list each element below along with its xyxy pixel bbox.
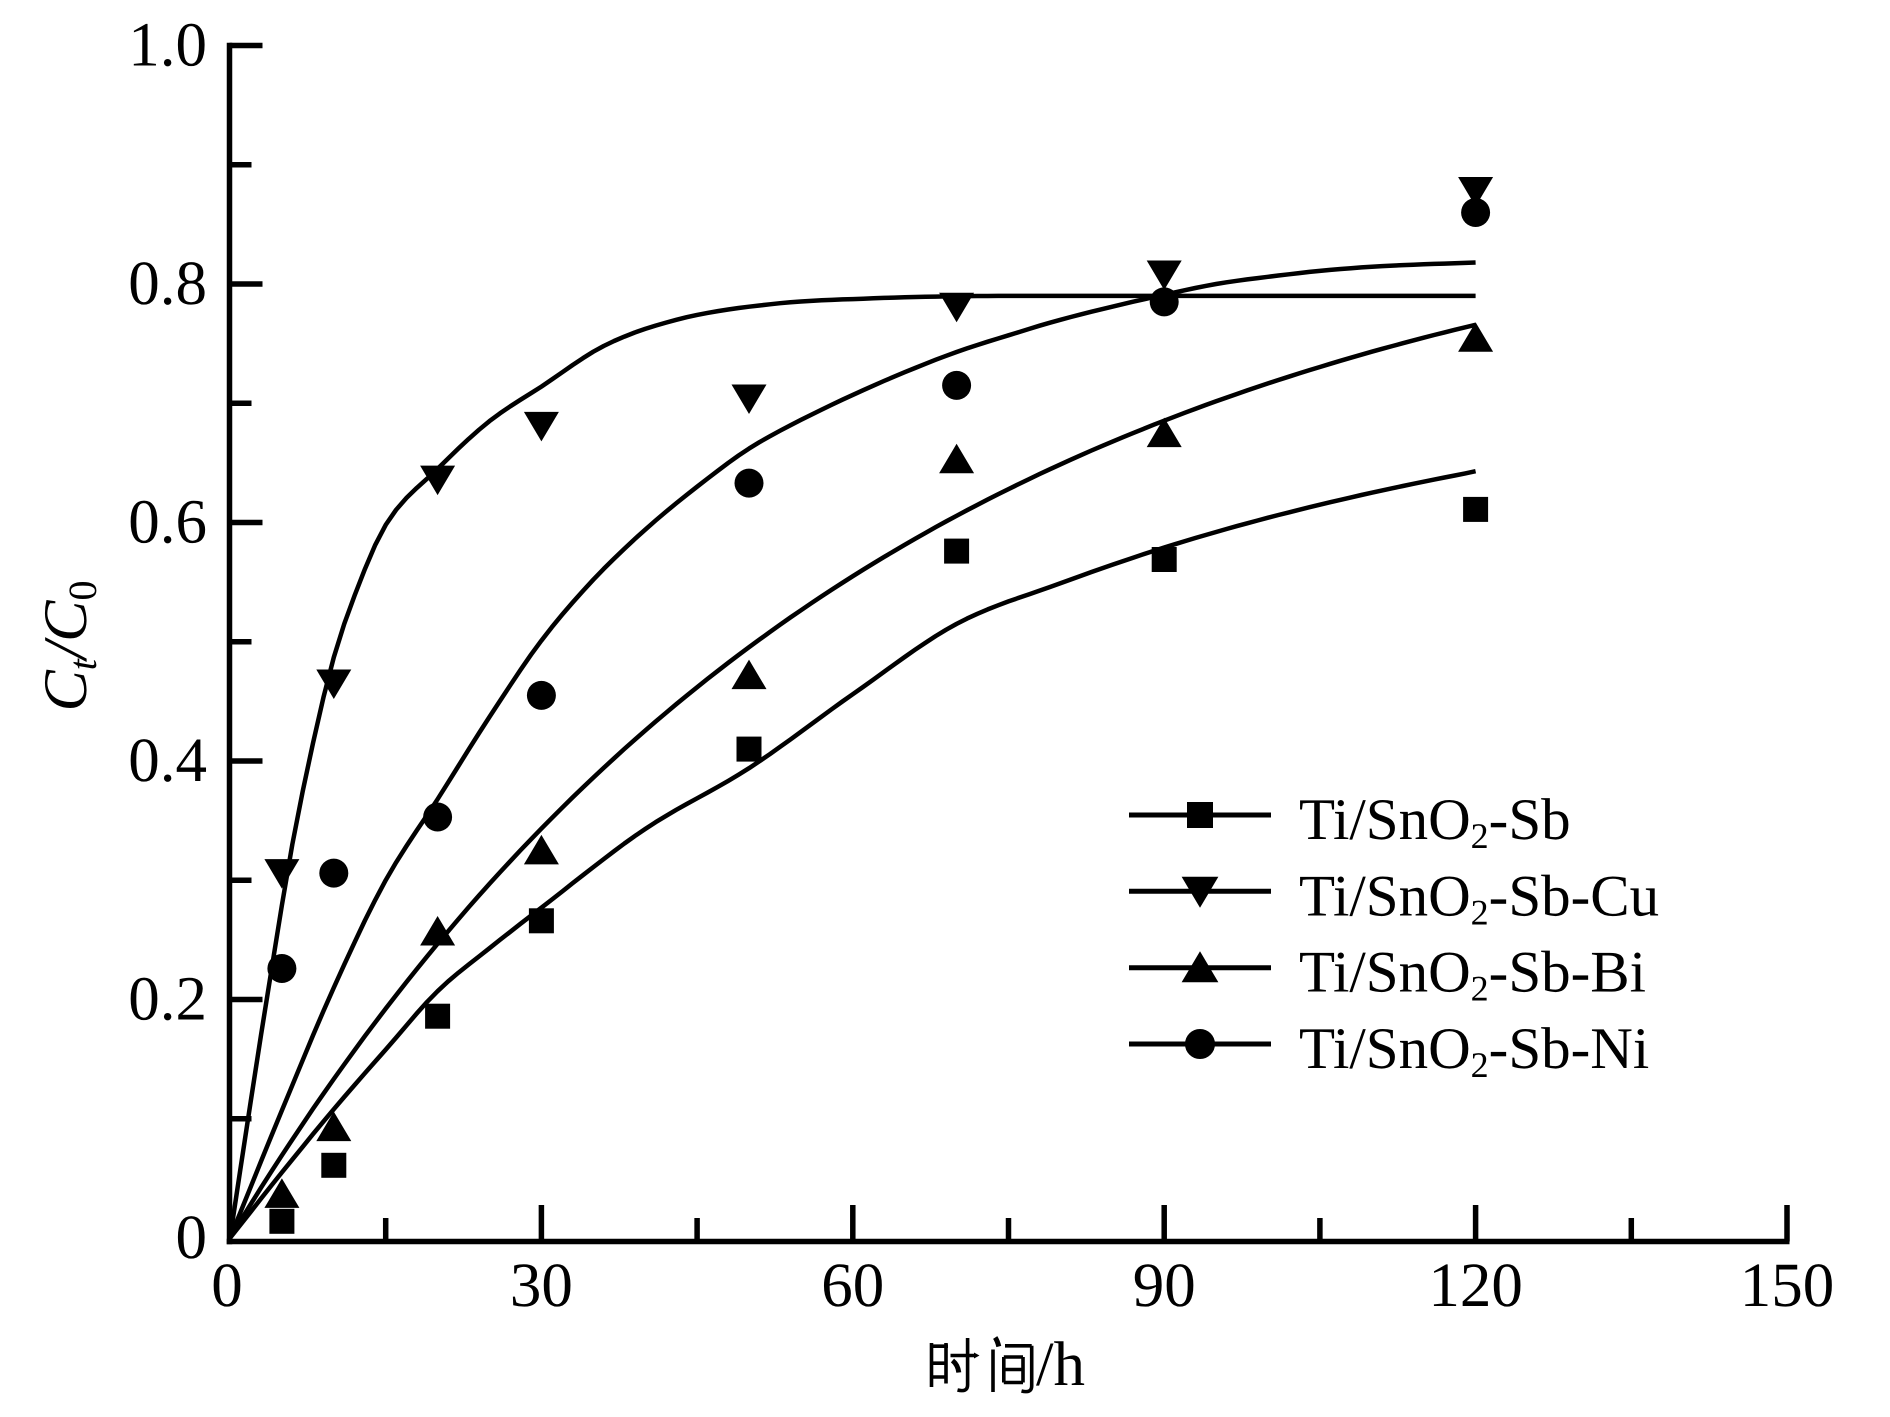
svg-text:Ct/C0: Ct/C0 — [32, 580, 105, 711]
svg-text:0: 0 — [176, 1202, 208, 1272]
svg-text:60: 60 — [821, 1250, 884, 1320]
svg-text:0.8: 0.8 — [128, 248, 207, 318]
svg-text:/h: /h — [1036, 1329, 1085, 1399]
svg-text:0.4: 0.4 — [128, 725, 207, 795]
svg-text:Ti/SnO2-Sb: Ti/SnO2-Sb — [1299, 786, 1571, 856]
svg-text:0: 0 — [211, 1250, 243, 1320]
svg-text:150: 150 — [1740, 1250, 1835, 1320]
svg-text:30: 30 — [510, 1250, 573, 1320]
svg-text:0.6: 0.6 — [128, 487, 207, 557]
svg-text:120: 120 — [1428, 1250, 1523, 1320]
svg-text:90: 90 — [1133, 1250, 1196, 1320]
svg-text:0.2: 0.2 — [128, 964, 207, 1034]
svg-text:1.0: 1.0 — [128, 10, 207, 80]
